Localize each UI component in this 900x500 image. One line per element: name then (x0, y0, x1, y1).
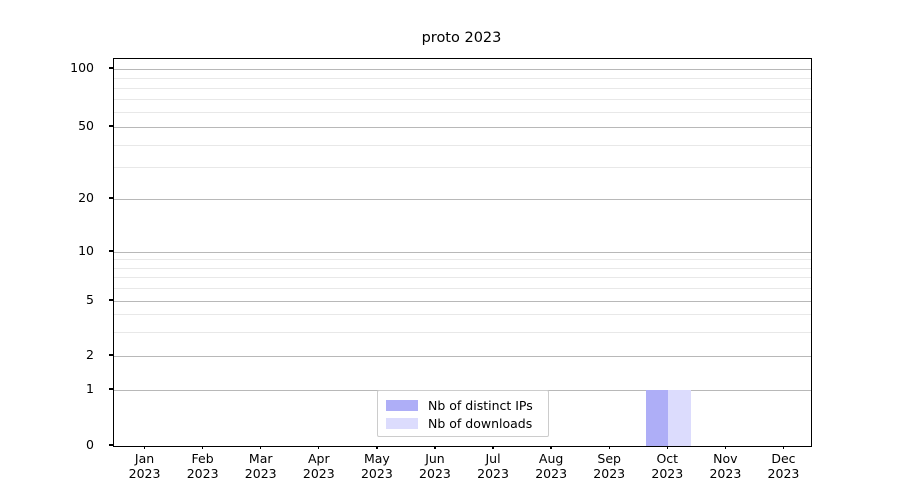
x-tick-label: Mar 2023 (244, 451, 277, 482)
x-tick-label-year: 2023 (302, 465, 335, 481)
x-tick-label: Feb 2023 (186, 451, 219, 482)
x-tick-label: Jul 2023 (477, 451, 509, 482)
x-tick-label-year: 2023 (477, 465, 509, 481)
gridline-major (114, 301, 811, 302)
x-tick-mark (782, 445, 785, 449)
legend-swatch-distinct-ips (386, 399, 418, 411)
chart-title: proto 2023 (421, 30, 502, 46)
y-tick-label: 2 (86, 346, 94, 362)
y-tick-mark (109, 197, 113, 199)
plot-area (113, 58, 812, 447)
x-tick-mark (492, 445, 494, 449)
gridline-minor (114, 277, 811, 279)
x-tick-label-year: 2023 (535, 465, 568, 481)
chart-legend: Nb of distinct IPs Nb of downloads (377, 390, 549, 437)
x-tick-label-month: Mar (248, 451, 273, 466)
x-tick-label-year: 2023 (360, 465, 393, 481)
x-tick-mark (608, 445, 610, 449)
gridline-major (114, 252, 811, 253)
x-tick-label: Aug 2023 (535, 451, 568, 482)
x-tick-label: Dec 2023 (767, 451, 800, 482)
x-tick-mark (550, 445, 552, 449)
gridline-minor (114, 331, 811, 333)
y-tick-mark (109, 354, 113, 356)
x-tick-label-year: 2023 (128, 465, 161, 481)
plot-inner (114, 59, 811, 446)
x-tick-label-month: Aug (538, 451, 564, 466)
gridline-major (114, 69, 811, 70)
x-tick-label-month: Nov (713, 451, 738, 466)
y-tick-label: 0 (86, 436, 94, 452)
legend-swatch-downloads (386, 417, 418, 429)
gridline-minor (114, 167, 811, 169)
x-tick-mark (376, 445, 378, 449)
x-tick-label: Oct 2023 (651, 451, 684, 482)
x-tick-label: Jan 2023 (128, 451, 161, 482)
x-tick-label-month: Jun (425, 451, 445, 466)
x-tick-label: May 2023 (360, 451, 393, 482)
x-tick-label-month: May (363, 451, 390, 466)
gridline-major (114, 127, 811, 128)
y-tick-label: 5 (86, 291, 94, 307)
y-tick-label: 1 (86, 380, 94, 396)
x-tick-mark (666, 445, 668, 449)
bar-oct-distinct-ips (645, 390, 669, 446)
x-tick-mark (318, 445, 320, 449)
x-tick-label: Nov 2023 (709, 451, 742, 482)
y-tick-mark (109, 250, 113, 252)
gridline-minor (114, 267, 811, 269)
gridline-minor (114, 87, 811, 89)
x-tick-label-year: 2023 (651, 465, 684, 481)
gridline-minor (114, 259, 811, 261)
x-tick-label-year: 2023 (593, 465, 626, 481)
x-tick-mark (724, 445, 727, 449)
gridline-major (114, 199, 811, 200)
x-tick-label-month: Feb (191, 451, 214, 466)
y-tick-mark (109, 67, 113, 69)
x-tick-mark (143, 445, 146, 449)
gridline-minor (114, 314, 811, 316)
y-tick-label: 20 (78, 189, 94, 205)
x-tick-label-month: Sep (597, 451, 621, 466)
y-tick-mark (109, 444, 113, 446)
gridline-minor (114, 144, 811, 146)
legend-item: Nb of downloads (386, 414, 540, 432)
gridline-minor (114, 77, 811, 79)
x-tick-label: Apr 2023 (302, 451, 335, 482)
x-tick-label-month: Jul (485, 451, 501, 466)
x-tick-mark (260, 445, 262, 449)
x-tick-label: Jun 2023 (419, 451, 451, 482)
x-tick-label-month: Jan (134, 451, 155, 466)
legend-label-distinct-ips: Nb of distinct IPs (428, 397, 533, 413)
x-tick-mark (434, 445, 436, 449)
x-tick-label-month: Apr (307, 451, 330, 466)
gridline-minor (114, 288, 811, 290)
y-tick-mark (109, 299, 113, 301)
x-tick-label-year: 2023 (244, 465, 277, 481)
y-tick-mark (109, 125, 113, 127)
x-tick-label: Sep 2023 (593, 451, 626, 482)
bar-oct-downloads (668, 390, 691, 446)
legend-item: Nb of distinct IPs (386, 396, 540, 414)
x-tick-label-year: 2023 (419, 465, 451, 481)
gridline-minor (114, 98, 811, 100)
x-tick-label-month: Dec (771, 451, 796, 466)
x-tick-label-month: Oct (656, 451, 679, 466)
y-tick-label: 10 (78, 242, 94, 258)
gridline-major (114, 356, 811, 357)
gridline-minor (114, 111, 811, 113)
x-tick-label-year: 2023 (186, 465, 219, 481)
x-tick-mark (201, 445, 204, 449)
x-tick-label-year: 2023 (709, 465, 742, 481)
legend-label-downloads: Nb of downloads (428, 415, 533, 431)
y-tick-mark (109, 388, 113, 390)
x-tick-label-year: 2023 (767, 465, 800, 481)
y-tick-label: 100 (70, 59, 94, 75)
y-tick-label: 50 (78, 117, 94, 133)
